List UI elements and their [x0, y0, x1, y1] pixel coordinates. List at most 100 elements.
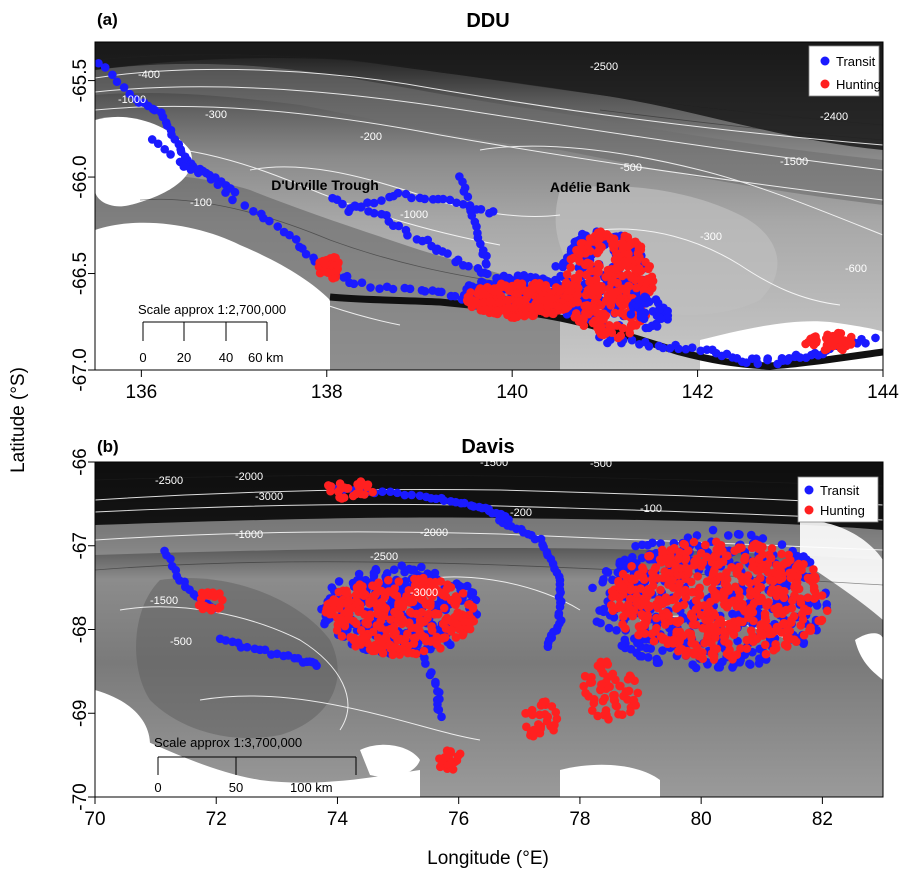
- transit-point: [393, 488, 402, 498]
- hunting-point: [729, 630, 739, 639]
- transit-point: [206, 175, 216, 184]
- transit-point: [692, 531, 702, 540]
- hunting-point: [633, 570, 643, 579]
- hunting-point: [397, 635, 406, 644]
- hunting-point: [638, 611, 647, 621]
- hunting-point: [384, 587, 393, 596]
- hunting-point: [784, 550, 793, 560]
- hunting-point: [553, 302, 563, 311]
- y-tick-label: -69: [70, 700, 91, 727]
- hunting-point: [611, 239, 621, 249]
- transit-point: [471, 595, 481, 605]
- transit-point: [273, 222, 283, 231]
- hunting-point: [687, 587, 697, 597]
- transit-point: [166, 554, 175, 564]
- hunting-point: [768, 576, 778, 586]
- transit-point: [407, 565, 416, 575]
- hunting-point: [200, 591, 209, 600]
- transit-point: [620, 635, 630, 645]
- transit-point: [388, 284, 398, 294]
- transit-point: [236, 643, 246, 652]
- transit-point: [369, 208, 379, 218]
- transit-point: [463, 192, 473, 202]
- transit-point: [423, 235, 433, 245]
- hunting-point: [740, 555, 749, 565]
- contour-label: -200: [360, 131, 382, 143]
- hunting-point: [409, 633, 419, 643]
- hunting-point: [688, 613, 698, 623]
- hunting-point: [438, 634, 447, 643]
- hunting-point: [809, 340, 819, 350]
- hunting-point: [426, 637, 436, 646]
- transit-point: [530, 534, 540, 544]
- hunting-point: [335, 479, 345, 488]
- hunting-point: [672, 604, 681, 613]
- transit-point: [723, 531, 733, 540]
- hunting-point: [604, 321, 614, 330]
- hunting-point: [335, 597, 344, 607]
- hunting-point: [625, 594, 635, 604]
- hunting-point: [809, 565, 818, 574]
- hunting-point: [427, 622, 436, 631]
- hunting-point: [543, 712, 553, 722]
- transit-point: [468, 588, 478, 597]
- x-axis-label: Longitude (°E): [427, 848, 549, 869]
- hunting-point: [678, 587, 688, 597]
- panel-a-title: DDU: [466, 10, 509, 32]
- hunting-point: [586, 266, 595, 276]
- transit-point: [407, 490, 416, 500]
- transit-point: [606, 335, 615, 344]
- hunting-point: [632, 283, 641, 293]
- panel-b-legend-hunting: Hunting: [820, 503, 865, 518]
- legend-transit-marker: [820, 56, 830, 66]
- transit-point: [472, 222, 481, 231]
- transit-point: [612, 625, 621, 635]
- hunting-point: [378, 642, 387, 652]
- hunting-point: [533, 302, 542, 312]
- transit-point: [687, 343, 697, 353]
- x-tick-label: 138: [311, 382, 343, 403]
- transit-point: [658, 646, 667, 655]
- hunting-point: [653, 603, 663, 613]
- hunting-point: [419, 646, 429, 656]
- hunting-point: [430, 577, 440, 587]
- hunting-point: [639, 285, 649, 295]
- hunting-point: [436, 644, 445, 653]
- transit-point: [599, 575, 608, 584]
- panel-b-scale-title: Scale approx 1:3,700,000: [154, 735, 302, 750]
- hunting-point: [417, 630, 426, 640]
- transit-point: [338, 199, 347, 209]
- hunting-point: [705, 615, 715, 624]
- hunting-point: [684, 628, 694, 638]
- hunting-point: [361, 632, 370, 641]
- hunting-point: [665, 568, 674, 578]
- hunting-point: [514, 280, 524, 290]
- hunting-point: [753, 584, 763, 594]
- x-tick-label: 136: [126, 382, 158, 403]
- hunting-point: [334, 487, 343, 496]
- contour-label: -500: [620, 162, 642, 174]
- panel-a-scale-tick-60: 60 km: [248, 350, 283, 365]
- hunting-point: [790, 635, 799, 644]
- transit-point: [443, 249, 452, 258]
- contour-label: -1500: [150, 595, 178, 607]
- hunting-point: [711, 537, 721, 547]
- transit-point: [558, 262, 568, 272]
- hunting-point: [692, 554, 701, 564]
- hunting-point: [652, 613, 661, 623]
- transit-point: [603, 568, 613, 577]
- hunting-point: [594, 267, 603, 277]
- hunting-point: [540, 283, 549, 292]
- contour-label: -2000: [235, 471, 263, 483]
- transit-point: [543, 642, 553, 651]
- hunting-point: [363, 619, 373, 629]
- hunting-point: [492, 306, 502, 316]
- hunting-point: [661, 593, 671, 602]
- hunting-point: [621, 298, 631, 307]
- hunting-point: [561, 278, 571, 287]
- hunting-point: [763, 567, 773, 577]
- hunting-point: [715, 572, 725, 581]
- transit-point: [393, 188, 403, 198]
- hunting-point: [794, 584, 804, 594]
- hunting-point: [415, 615, 425, 625]
